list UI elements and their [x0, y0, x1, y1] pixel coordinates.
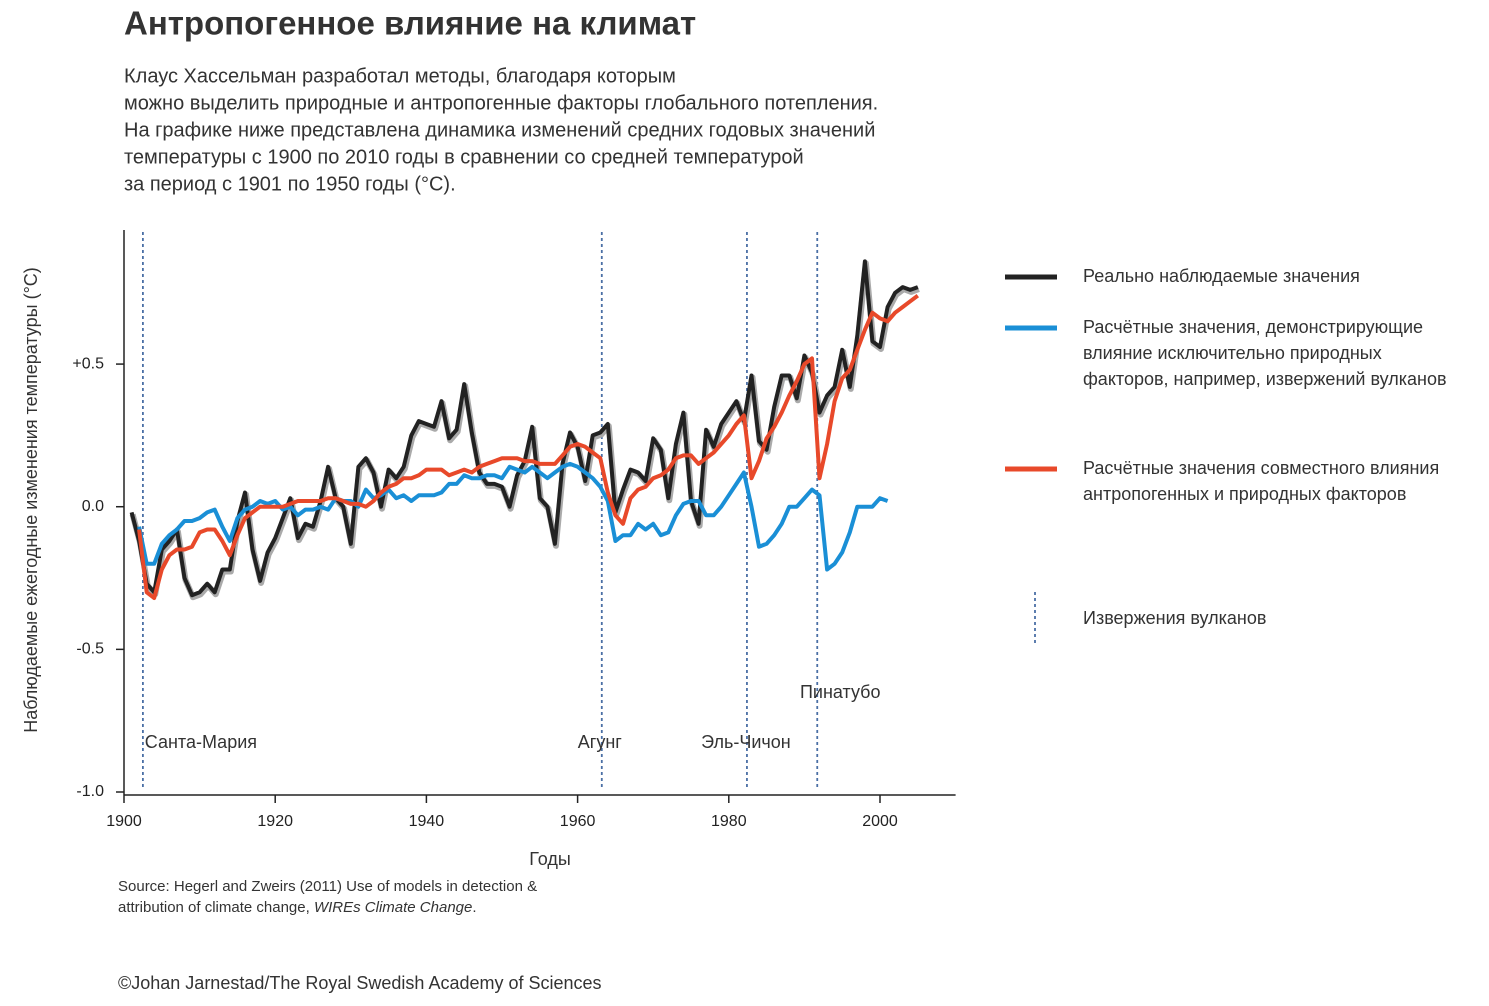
series-line	[129, 259, 919, 598]
x-tick-label: 1920	[257, 813, 293, 830]
x-axis-label: Годы	[529, 849, 571, 869]
x-tick-label: 1900	[106, 813, 142, 830]
y-axis-label: Наблюдаемые ежегодные изменения температ…	[21, 267, 41, 733]
y-tick-label: -1.0	[76, 783, 104, 800]
credit: ©Johan Jarnestad/The Royal Swedish Acade…	[118, 973, 602, 993]
chart-title: Антропогенное влияние на климат	[124, 5, 696, 42]
series-line	[137, 461, 889, 572]
volcano-label: Эль-Чичон	[701, 732, 791, 752]
y-tick-label: 0.0	[82, 498, 104, 515]
legend-label: Расчётные значения, демонстрирующие влиян…	[1083, 317, 1447, 389]
series-line	[137, 294, 919, 600]
volcano-label: Агунг	[578, 732, 623, 752]
volcano-label: Санта-Мария	[145, 732, 257, 752]
y-tick-label: -0.5	[76, 641, 104, 658]
source: .	[472, 899, 476, 916]
x-tick-label: 1960	[560, 813, 596, 830]
y-tick-label: +0.5	[72, 355, 104, 372]
volcano-label: Пинатубо	[800, 682, 881, 702]
subtitle: Клаус Хассельман разработал методы, благ…	[124, 65, 676, 87]
legend-label: Расчётные значения совместного влияния ан…	[1083, 458, 1439, 504]
source: attribution of climate change, WIREs Cli…	[118, 899, 477, 916]
x-tick-label: 2000	[862, 813, 898, 830]
x-tick-label: 1980	[711, 813, 747, 830]
source: Source: Hegerl and Zweirs (2011) Use of …	[118, 878, 537, 895]
source: attribution of climate change,	[118, 899, 314, 916]
subtitle: за период с 1901 по 1950 годы (°C).	[124, 173, 456, 195]
legend-label: Реально наблюдаемые значения	[1083, 266, 1360, 286]
subtitle: можно выделить природные и антропогенные…	[124, 92, 878, 114]
subtitle: На графике ниже представлена динамика из…	[124, 119, 875, 141]
legend-label: Извержения вулканов	[1083, 608, 1266, 628]
source-journal: WIREs Climate Change	[314, 899, 472, 916]
subtitle: температуры с 1900 по 2010 годы в сравне…	[124, 146, 804, 168]
x-tick-label: 1940	[409, 813, 445, 830]
